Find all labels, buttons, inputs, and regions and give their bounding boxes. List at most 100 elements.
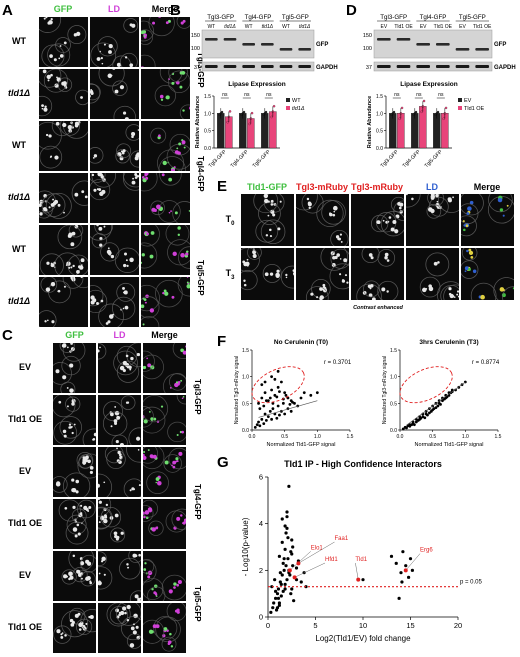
lipid-droplet [452,196,455,199]
y-tick-label: 0.5 [242,401,249,407]
micrograph-image [150,127,190,171]
cell-outline [65,396,81,412]
micrograph-image [141,225,190,269]
lipid-droplet [411,197,414,201]
lipid-droplet [133,623,135,626]
lipid-droplet [85,507,89,512]
lipid-droplet [448,287,452,291]
cell-outline [157,200,181,223]
micrograph-merge [140,68,191,120]
data-point [290,538,294,542]
lipid-droplet [61,81,66,86]
cell-outline [159,173,182,186]
lipid-droplet [76,569,80,574]
data-point [399,571,403,575]
cell-outline [128,427,141,445]
lipid-droplet [142,323,145,326]
lipid-droplet [148,411,151,413]
lipid-droplet [117,417,119,419]
data-point [283,391,287,395]
cell-outline [65,521,89,545]
cell-outline [39,145,63,169]
micrograph-image [143,559,186,601]
cell-outline [68,551,95,572]
blot-membrane-gapdh [373,61,493,72]
blot-band-gapdh [223,65,237,68]
panel-label-c: C [2,327,13,344]
data-point [264,110,268,114]
callout-line [298,541,335,564]
lipid-droplet [164,291,169,296]
lipid-droplet [319,295,324,300]
lipid-droplet [50,262,53,265]
lipid-droplet [81,190,85,194]
micrograph-image [356,248,399,300]
mw-marker: 37 [366,65,372,71]
x-tick-label: 1.0 [462,434,469,440]
data-point [286,557,290,561]
lipid-droplet [136,175,139,178]
lipid-droplet [63,285,66,288]
cell-outline [255,219,279,243]
lipid-droplet [172,465,176,469]
panel-label-a: A [2,2,13,19]
lipid-droplet [98,580,102,586]
lipid-droplet [76,270,80,274]
cell-outline [66,514,87,535]
lipid-droplet [98,500,102,504]
lipid-droplet [141,253,145,257]
data-point [269,610,273,614]
lipid-droplet [127,566,130,569]
cell-outline [106,449,126,469]
cell-outline [247,248,262,260]
lipid-droplet [512,287,514,290]
data-point [285,510,289,514]
micrograph-ld [89,120,140,172]
cell-outline [146,471,169,495]
lipid-droplet [497,197,503,203]
sig-label: ns [222,92,228,98]
lipid-droplet [447,198,452,203]
lipid-droplet [279,200,282,203]
data-point [288,403,292,406]
lipid-droplet [168,211,171,214]
lipid-droplet [181,430,185,434]
lipid-droplet [173,582,177,586]
row-label: tld1Δ [7,296,31,306]
lipid-droplet [141,261,143,264]
cell-outline [90,42,117,67]
cell-outline [161,636,177,652]
cell-outline [129,150,139,168]
cell-outline [98,551,107,567]
data-point [263,412,267,416]
data-point [299,580,303,584]
lipid-droplet [468,250,474,256]
blot-group-label: Tgl3-GFP [207,14,234,21]
micrograph-ld [89,172,140,224]
micrograph-image [39,17,87,67]
cell-outline [167,421,186,443]
lipid-droplet [114,89,119,94]
data-point [407,575,411,579]
cell-outline [114,247,139,273]
contrast-enhanced-caption: Contrast enhanced [353,305,403,311]
lipid-droplet [144,510,150,515]
lipid-droplet [63,211,65,214]
cell-outline [91,233,107,249]
lipid-droplet [74,192,79,197]
row-label: EV [18,362,31,372]
lipid-droplet [107,250,112,256]
data-point [276,596,281,600]
cell-outline [98,566,113,590]
highlighted-point [287,568,292,573]
lipid-droplet [275,273,280,278]
lipid-droplet [113,531,118,536]
lipid-droplet [122,307,125,310]
cell-outline [436,281,459,300]
cell-outline [172,343,186,359]
lipid-droplet [131,180,136,185]
cell-outline [41,44,65,67]
lipid-droplet [67,125,73,130]
lipid-droplet [88,615,91,619]
cell-outline [106,603,131,627]
